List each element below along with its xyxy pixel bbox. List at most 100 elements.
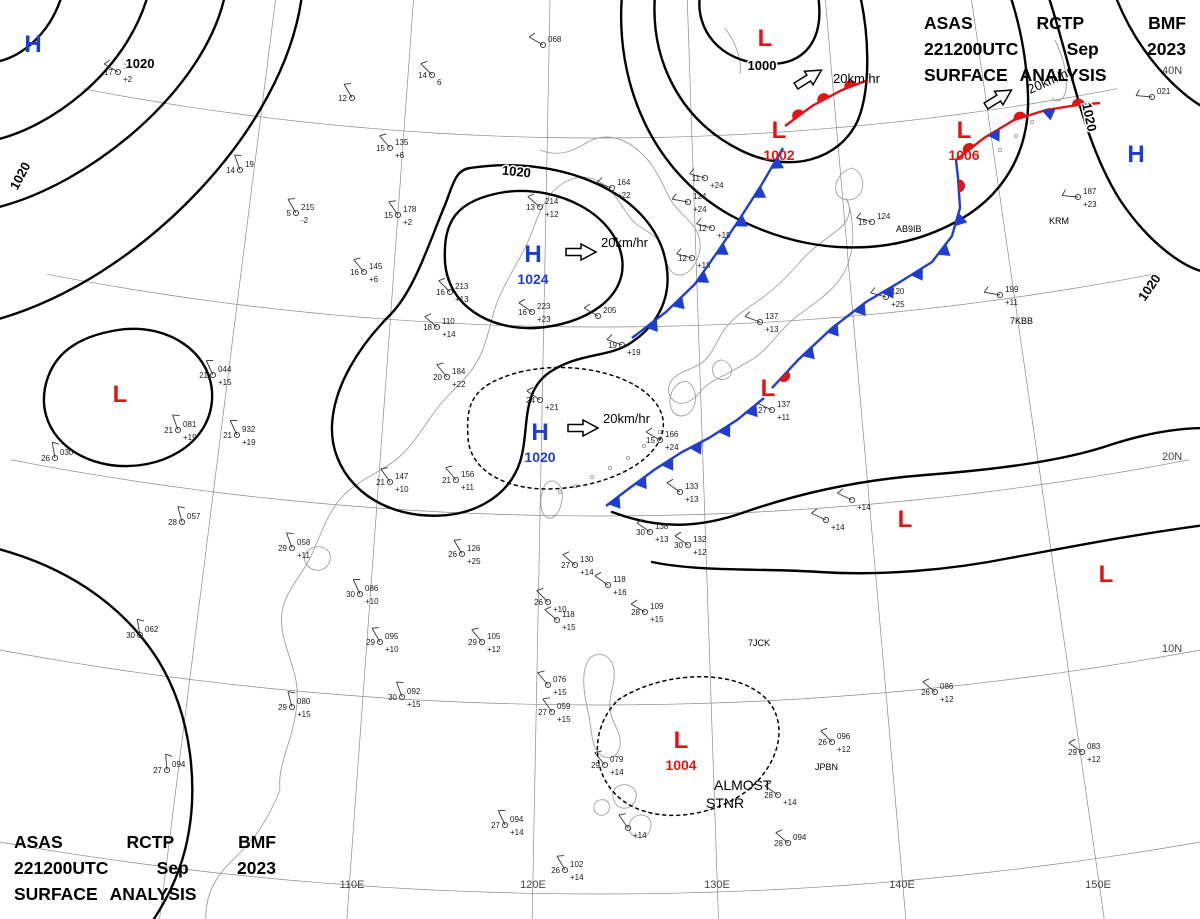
station-value: 26 [448,550,457,559]
wind-barb [1136,95,1153,98]
station-value: 30 [388,693,397,702]
station-value: 079 [610,755,624,764]
station-plot: 137+13 [744,311,779,334]
wind-barb [1068,742,1083,753]
wind-barb [696,223,713,229]
longitude-label: 150E [1085,879,1111,891]
wind-barb [645,431,661,441]
graticule-parallel [11,459,1189,517]
front-cold [631,147,785,339]
station-plot: 30 132 +12 [674,531,707,557]
station-plot: 26 086 +12 [921,678,954,704]
station-value: 094 [172,760,186,769]
station-value: +2 [123,75,133,84]
station-plot: 11 +24 [689,168,724,190]
annotation: KRM [1049,216,1069,226]
station-plot: 12 [338,83,356,103]
wind-barb [287,198,297,214]
station-value: +10 [395,485,409,494]
title-word: Sep [1066,39,1099,59]
station-value: 14 [226,166,235,175]
station-value: 19 [245,160,254,169]
station-value: 044 [218,365,232,374]
wind-barb [528,36,544,46]
station-value: 138 [655,522,669,531]
station-value: +15 [553,688,567,697]
station-value: 932 [242,425,256,434]
station-value: 20 [433,373,442,382]
station-value: 27 [538,708,547,717]
station-value: 26 [551,866,560,875]
station-value: +23 [537,315,551,324]
station-value: +19 [242,438,256,447]
wind-barb [674,535,689,546]
graticule-parallel [0,841,1200,895]
station-value: 12 [698,224,707,233]
station-value: 14 [418,71,427,80]
isobar [0,548,194,919]
wind-barb [775,832,789,844]
station-value: 021 [1157,87,1171,96]
pressure-value: 1024 [517,271,548,287]
pressure-center-L: L [957,117,972,144]
wind-barb [396,681,403,698]
station-value: +14 [633,831,647,840]
title-word: 221200UTC [14,858,109,878]
station-value: 133 [685,482,699,491]
wind-barb [636,522,651,533]
annotation: JPBN [815,762,838,772]
station-value: 16 [350,268,359,277]
wind-barb [177,506,183,523]
station-plot: 13 214 +12 [526,193,559,219]
isobar [0,0,148,140]
station-plot: 28 057 [168,506,201,527]
station-value: +14 [831,523,845,532]
geo-label-layer: 40N 20N 10N 110E 120E 130E 140E 150E [340,65,1183,891]
station-plot: 30 092 +15 [388,681,421,709]
station-plot: 27 094 +14 [491,810,524,837]
wind-barb [453,539,463,555]
station-value: +14 [570,873,584,882]
pressure-center-L: L [1099,561,1114,588]
wind-barb [811,512,827,521]
station-value: 187 [1083,187,1097,196]
station-plot: 187+23 [1061,187,1097,209]
cold-front-triangle [745,404,758,418]
title-word: 2023 [1147,39,1186,59]
coastline [304,546,331,571]
station-value: 132 [693,535,707,544]
station-value: 30 [674,541,683,550]
station-value: 124 [877,212,891,221]
station-value: 130 [580,555,594,564]
wind-barb [837,492,853,501]
station-plot: 26 096 +12 [818,727,851,754]
station-value: 094 [510,815,524,824]
station-value: +11 [297,551,311,560]
speed-label: 20km/hr [833,71,881,86]
graticule-meridian [971,0,1105,919]
wind-barb [424,316,438,328]
wind-barb [922,681,936,693]
station-value: 096 [837,732,851,741]
station-plot: 205 [583,303,617,320]
station-value: 13 [526,203,535,212]
station-plot: +14 [811,508,845,532]
wind-barb [518,302,533,313]
wind-barb [172,414,179,431]
station-plot: +14 [618,813,647,840]
station-value: +15 [650,615,664,624]
station-value: 094 [793,833,807,842]
graticule-meridian [159,0,276,919]
station-value: +18 [697,261,711,270]
wind-barb [689,173,706,179]
station-plot: 30 062 [126,618,159,640]
pressure-center-L: L [772,117,787,144]
wind-barb [618,814,629,829]
motion-arrow-icon [567,418,600,438]
station-value: 199 [1005,285,1019,294]
station-plot: 14 19 [226,154,254,175]
island [1029,119,1035,125]
wind-barb [744,316,761,323]
graticule-parallel [0,649,1200,706]
